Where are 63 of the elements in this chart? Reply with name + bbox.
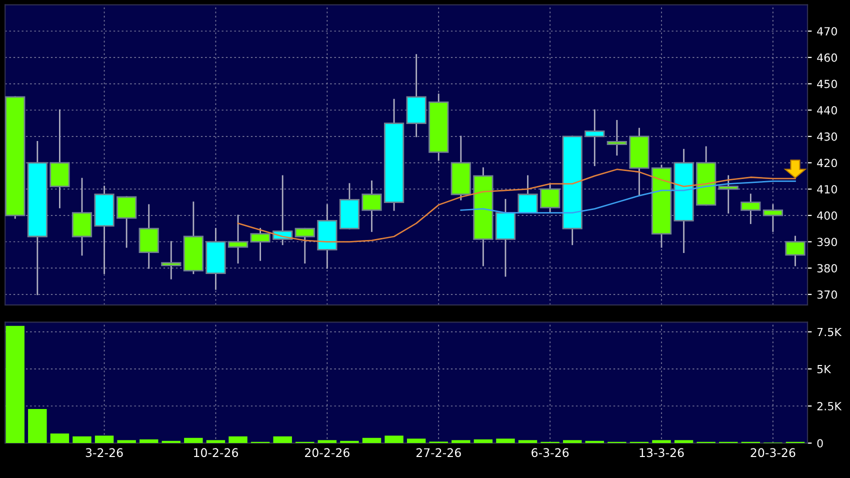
bar	[50, 433, 70, 444]
bar	[452, 440, 470, 444]
bar	[674, 440, 694, 444]
y-tick-label: 380	[817, 264, 837, 272]
candlestick	[138, 204, 159, 269]
bar	[72, 436, 92, 444]
x-tick-label: 13-3-26	[640, 448, 684, 458]
candlestick	[362, 180, 382, 232]
candlestick	[116, 196, 137, 248]
candlestick	[50, 109, 70, 208]
bar	[228, 436, 248, 444]
bar	[206, 440, 226, 444]
candlestick	[161, 241, 182, 280]
bar	[474, 439, 493, 444]
bar	[28, 408, 47, 444]
candlestick	[228, 214, 248, 264]
candlestick	[740, 194, 761, 224]
bar	[184, 438, 203, 444]
y-tick-label: 7.5K	[817, 328, 842, 336]
candlestick	[762, 204, 784, 232]
bar	[117, 440, 136, 444]
candlestick	[294, 228, 315, 264]
bar	[340, 440, 359, 444]
bar	[406, 438, 426, 444]
bar	[384, 436, 404, 444]
y-tick-label: 370	[817, 290, 837, 299]
y-tick-label: 450	[817, 80, 837, 88]
candlestick	[584, 109, 605, 166]
y-tick-label: 440	[817, 106, 837, 114]
bar	[6, 326, 24, 444]
y-tick-label: 0	[817, 439, 823, 448]
candlestick	[606, 120, 627, 156]
bar	[273, 436, 292, 444]
candlestick	[72, 178, 92, 256]
y-tick-label: 460	[817, 53, 837, 62]
line-series	[460, 180, 796, 214]
bar	[362, 438, 382, 444]
candlestick	[518, 175, 538, 214]
x-tick-label: 27-2-26	[416, 448, 461, 458]
candlestick	[785, 236, 806, 266]
y-tick-label: 390	[817, 238, 837, 246]
bar	[496, 438, 515, 444]
x-tick-label: 10-2-26	[194, 448, 238, 458]
bar	[94, 436, 114, 444]
bar	[652, 440, 671, 444]
y-tick-label: 400	[817, 211, 837, 220]
candlestick	[250, 228, 270, 261]
candlestick	[540, 183, 560, 214]
y-tick-label: 5K	[817, 365, 832, 374]
bar	[140, 439, 158, 444]
x-tick-label: 20-2-26	[305, 448, 350, 458]
y-tick-label: 410	[817, 185, 837, 194]
bar	[318, 440, 337, 444]
bar	[518, 440, 538, 444]
y-tick-label: 430	[817, 132, 837, 141]
x-tick-label: 3-2-26	[86, 448, 123, 458]
y-tick-label: 420	[817, 158, 837, 168]
y-tick-label: 2.5K	[817, 402, 842, 410]
x-tick-label: 6-3-26	[532, 448, 569, 458]
candlestick	[718, 175, 738, 214]
x-tick-label: 20-3-26	[750, 448, 796, 458]
bar	[562, 440, 582, 444]
y-tick-label: 470	[817, 27, 837, 36]
